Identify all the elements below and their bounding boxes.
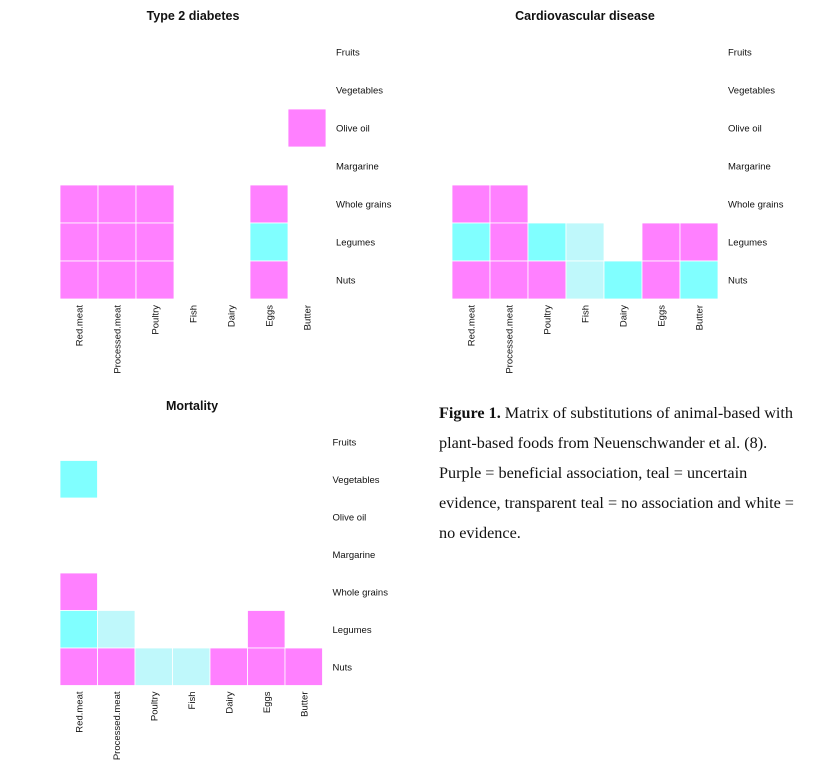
- row-label-nuts: Nuts: [336, 276, 356, 287]
- cell-nuts-processed-meat: [489, 260, 529, 300]
- column-label-dairy: Dairy: [619, 305, 630, 327]
- column-label-poultry: Poultry: [151, 305, 162, 335]
- column-label-fish: Fish: [187, 692, 198, 710]
- column-label-processed-meat: Processed.meat: [505, 305, 516, 374]
- column-label-fish: Fish: [581, 305, 592, 323]
- row-label-vegetables: Vegetables: [336, 86, 383, 97]
- cell-legumes-butter: [679, 222, 719, 262]
- caption-label: Figure 1.: [439, 404, 501, 422]
- cell-whole-grains-red-meat: [59, 572, 98, 611]
- cell-whole-grains-red-meat: [451, 184, 491, 224]
- column-label-eggs: Eggs: [262, 691, 273, 713]
- column-label-processed-meat: Processed.meat: [112, 691, 123, 760]
- cell-legumes-red-meat: [59, 610, 98, 649]
- cell-legumes-poultry: [527, 222, 567, 262]
- column-label-red-meat: Red.meat: [75, 305, 86, 347]
- cell-legumes-red-meat: [451, 222, 491, 262]
- cell-legumes-eggs: [641, 222, 681, 262]
- column-label-butter: Butter: [695, 305, 706, 330]
- row-label-fruits: Fruits: [336, 48, 360, 59]
- chart-title: Mortality: [166, 399, 218, 413]
- row-label-vegetables: Vegetables: [728, 86, 775, 97]
- row-label-nuts: Nuts: [728, 276, 748, 287]
- row-label-whole-grains: Whole grains: [728, 200, 784, 211]
- figure-caption: Figure 1. Matrix of substitutions of ani…: [439, 398, 811, 548]
- row-label-fruits: Fruits: [333, 437, 357, 448]
- cell-vegetables-red-meat: [59, 460, 98, 499]
- row-label-margarine: Margarine: [728, 162, 771, 173]
- column-label-poultry: Poultry: [543, 305, 554, 335]
- row-label-olive-oil: Olive oil: [333, 512, 367, 523]
- row-label-whole-grains: Whole grains: [333, 587, 389, 598]
- cell-nuts-poultry: [135, 260, 175, 300]
- cell-nuts-eggs: [249, 260, 289, 300]
- cell-nuts-processed-meat: [97, 260, 137, 300]
- column-label-butter: Butter: [299, 692, 310, 717]
- column-label-red-meat: Red.meat: [74, 691, 85, 733]
- cell-legumes-eggs: [249, 222, 289, 262]
- column-label-butter: Butter: [303, 305, 314, 330]
- cell-legumes-processed-meat: [97, 222, 137, 262]
- column-label-dairy: Dairy: [224, 691, 235, 713]
- cell-nuts-red-meat: [59, 647, 98, 686]
- row-label-legumes: Legumes: [333, 625, 372, 636]
- column-label-eggs: Eggs: [265, 305, 276, 327]
- cell-legumes-processed-meat: [97, 610, 136, 649]
- cell-legumes-fish: [565, 222, 605, 262]
- cell-legumes-poultry: [135, 222, 175, 262]
- cell-nuts-fish: [565, 260, 605, 300]
- cell-whole-grains-eggs: [249, 184, 289, 224]
- row-label-legumes: Legumes: [728, 238, 767, 249]
- cell-legumes-red-meat: [59, 222, 99, 262]
- cell-nuts-poultry: [134, 647, 173, 686]
- column-label-processed-meat: Processed.meat: [113, 305, 124, 374]
- cell-nuts-butter: [679, 260, 719, 300]
- cell-nuts-dairy: [209, 647, 248, 686]
- cell-legumes-processed-meat: [489, 222, 529, 262]
- cell-nuts-dairy: [603, 260, 643, 300]
- cell-nuts-eggs: [641, 260, 681, 300]
- cell-nuts-poultry: [527, 260, 567, 300]
- row-label-nuts: Nuts: [333, 662, 353, 673]
- cell-nuts-fish: [172, 647, 211, 686]
- cell-nuts-eggs: [247, 647, 286, 686]
- column-label-poultry: Poultry: [149, 691, 160, 721]
- row-label-fruits: Fruits: [728, 48, 752, 59]
- chart-title: Type 2 diabetes: [147, 9, 240, 23]
- cell-nuts-processed-meat: [97, 647, 136, 686]
- column-label-red-meat: Red.meat: [467, 305, 478, 347]
- cell-whole-grains-poultry: [135, 184, 175, 224]
- row-label-legumes: Legumes: [336, 238, 375, 249]
- row-label-margarine: Margarine: [333, 550, 376, 561]
- row-label-whole-grains: Whole grains: [336, 200, 392, 211]
- column-label-dairy: Dairy: [227, 305, 238, 327]
- cell-whole-grains-processed-meat: [489, 184, 529, 224]
- row-label-olive-oil: Olive oil: [336, 124, 370, 135]
- row-label-vegetables: Vegetables: [333, 475, 380, 486]
- row-label-margarine: Margarine: [336, 162, 379, 173]
- cell-nuts-butter: [284, 647, 323, 686]
- row-label-olive-oil: Olive oil: [728, 124, 762, 135]
- cell-nuts-red-meat: [59, 260, 99, 300]
- caption-text: Matrix of substitutions of animal-based …: [439, 404, 794, 542]
- column-label-eggs: Eggs: [657, 305, 668, 327]
- cell-olive-oil-butter: [287, 108, 327, 148]
- cell-nuts-red-meat: [451, 260, 491, 300]
- column-label-fish: Fish: [189, 305, 200, 323]
- cell-legumes-eggs: [247, 610, 286, 649]
- chart-title: Cardiovascular disease: [515, 9, 655, 23]
